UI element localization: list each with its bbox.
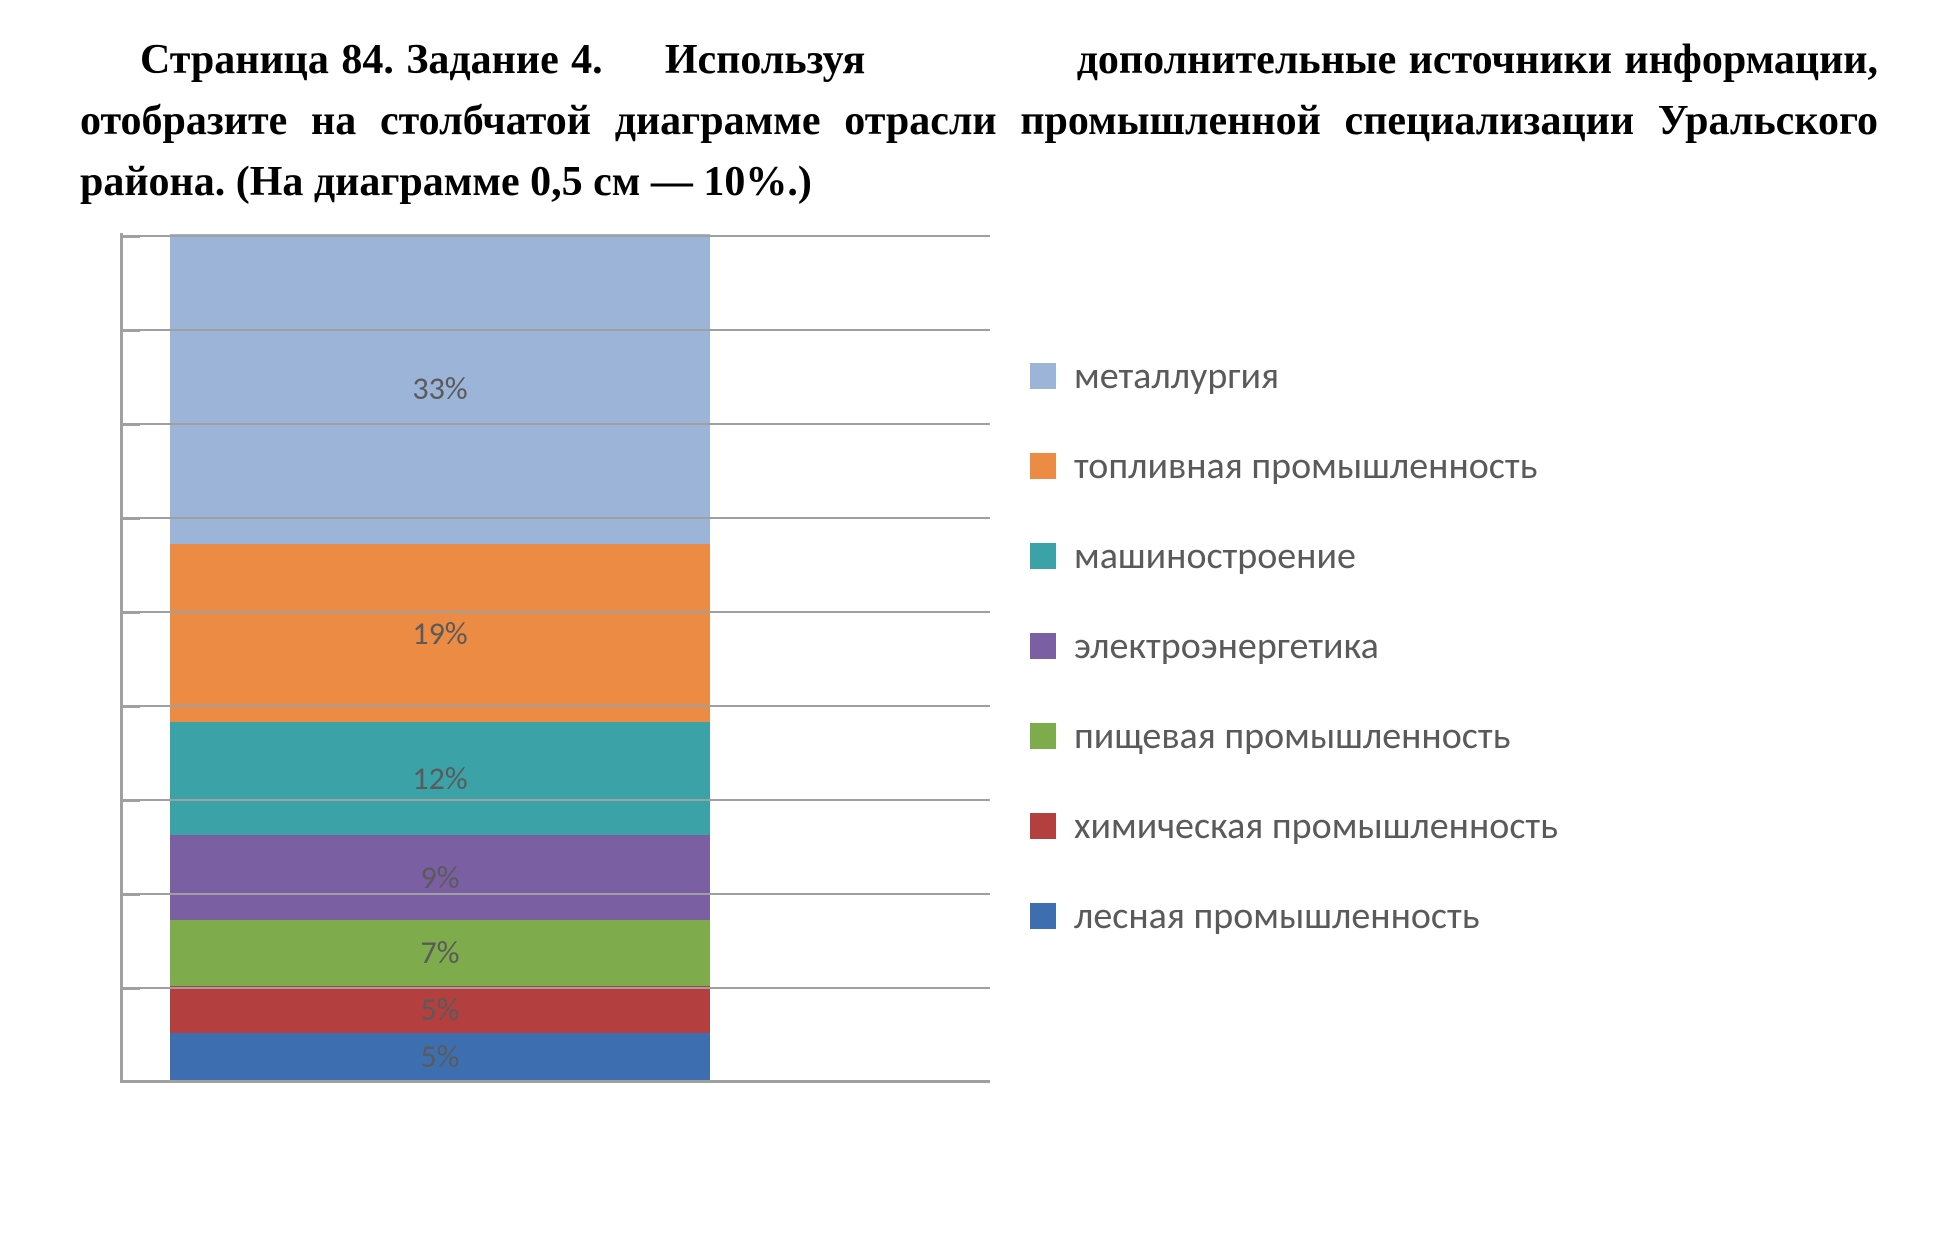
legend-item: пищевая промышленность: [1030, 713, 1558, 759]
legend-label: машиностроение: [1074, 533, 1356, 579]
segment-label: 12%: [412, 759, 467, 798]
y-tick: [120, 423, 140, 426]
legend-item: лесная промышленность: [1030, 893, 1558, 939]
task-heading: Страница 84. Задание 4. Используя дополн…: [80, 30, 1878, 213]
legend: металлургия топливная промышленность машин…: [1030, 353, 1558, 983]
legend-label: лесная промышленность: [1074, 893, 1480, 939]
segment-label: 5%: [420, 990, 459, 1029]
grid-line: [120, 799, 990, 801]
y-tick: [120, 705, 140, 708]
legend-label: металлургия: [1074, 353, 1279, 399]
bar-segment: 5%: [170, 1033, 710, 1080]
grid-line: [120, 235, 990, 237]
bar-segment: 12%: [170, 722, 710, 835]
legend-label: пищевая промышленность: [1074, 713, 1510, 759]
segment-label: 9%: [420, 858, 459, 897]
legend-label: электроэнергетика: [1074, 623, 1379, 669]
legend-label: топливная промышленность: [1074, 443, 1537, 489]
legend-swatch: [1030, 453, 1056, 479]
y-tick: [120, 517, 140, 520]
legend-item: машиностроение: [1030, 533, 1558, 579]
bar-segment: 19%: [170, 544, 710, 723]
y-axis: [120, 233, 123, 1083]
bar-stack: 5% 5% 7% 9% 12% 19% 33%: [170, 234, 710, 1080]
legend-item: металлургия: [1030, 353, 1558, 399]
y-tick: [120, 329, 140, 332]
y-tick: [120, 235, 140, 238]
bar-segment: 9%: [170, 835, 710, 920]
grid-line: [120, 987, 990, 989]
page: Страница 84. Задание 4. Используя дополн…: [0, 0, 1958, 1245]
chart-plot: 5% 5% 7% 9% 12% 19% 33%: [120, 233, 990, 1103]
segment-label: 7%: [420, 933, 459, 972]
grid-line: [120, 705, 990, 707]
grid-line: [120, 329, 990, 331]
bar-segment: 33%: [170, 234, 710, 544]
legend-item: электроэнергетика: [1030, 623, 1558, 669]
legend-swatch: [1030, 813, 1056, 839]
x-axis: [120, 1080, 990, 1083]
legend-item: химическая промышленность: [1030, 803, 1558, 849]
task-body-1: Используя: [665, 37, 865, 83]
grid-line: [120, 611, 990, 613]
grid-line: [120, 517, 990, 519]
grid-line: [120, 893, 990, 895]
grid-line: [120, 423, 990, 425]
legend-swatch: [1030, 903, 1056, 929]
legend-swatch: [1030, 543, 1056, 569]
segment-label: 5%: [420, 1037, 459, 1076]
legend-swatch: [1030, 723, 1056, 749]
legend-label: химическая промышленность: [1074, 803, 1558, 849]
bar-segment: 5%: [170, 986, 710, 1033]
legend-swatch: [1030, 633, 1056, 659]
task-prefix: Страница 84. Задание 4.: [140, 37, 603, 83]
y-tick: [120, 611, 140, 614]
bar-segment: 7%: [170, 920, 710, 986]
y-tick: [120, 799, 140, 802]
legend-item: топливная промышленность: [1030, 443, 1558, 489]
chart: 5% 5% 7% 9% 12% 19% 33% металлургия топливная п…: [120, 233, 1878, 1103]
y-tick: [120, 893, 140, 896]
segment-label: 19%: [412, 614, 467, 653]
y-tick: [120, 987, 140, 990]
segment-label: 33%: [412, 369, 467, 408]
legend-swatch: [1030, 363, 1056, 389]
